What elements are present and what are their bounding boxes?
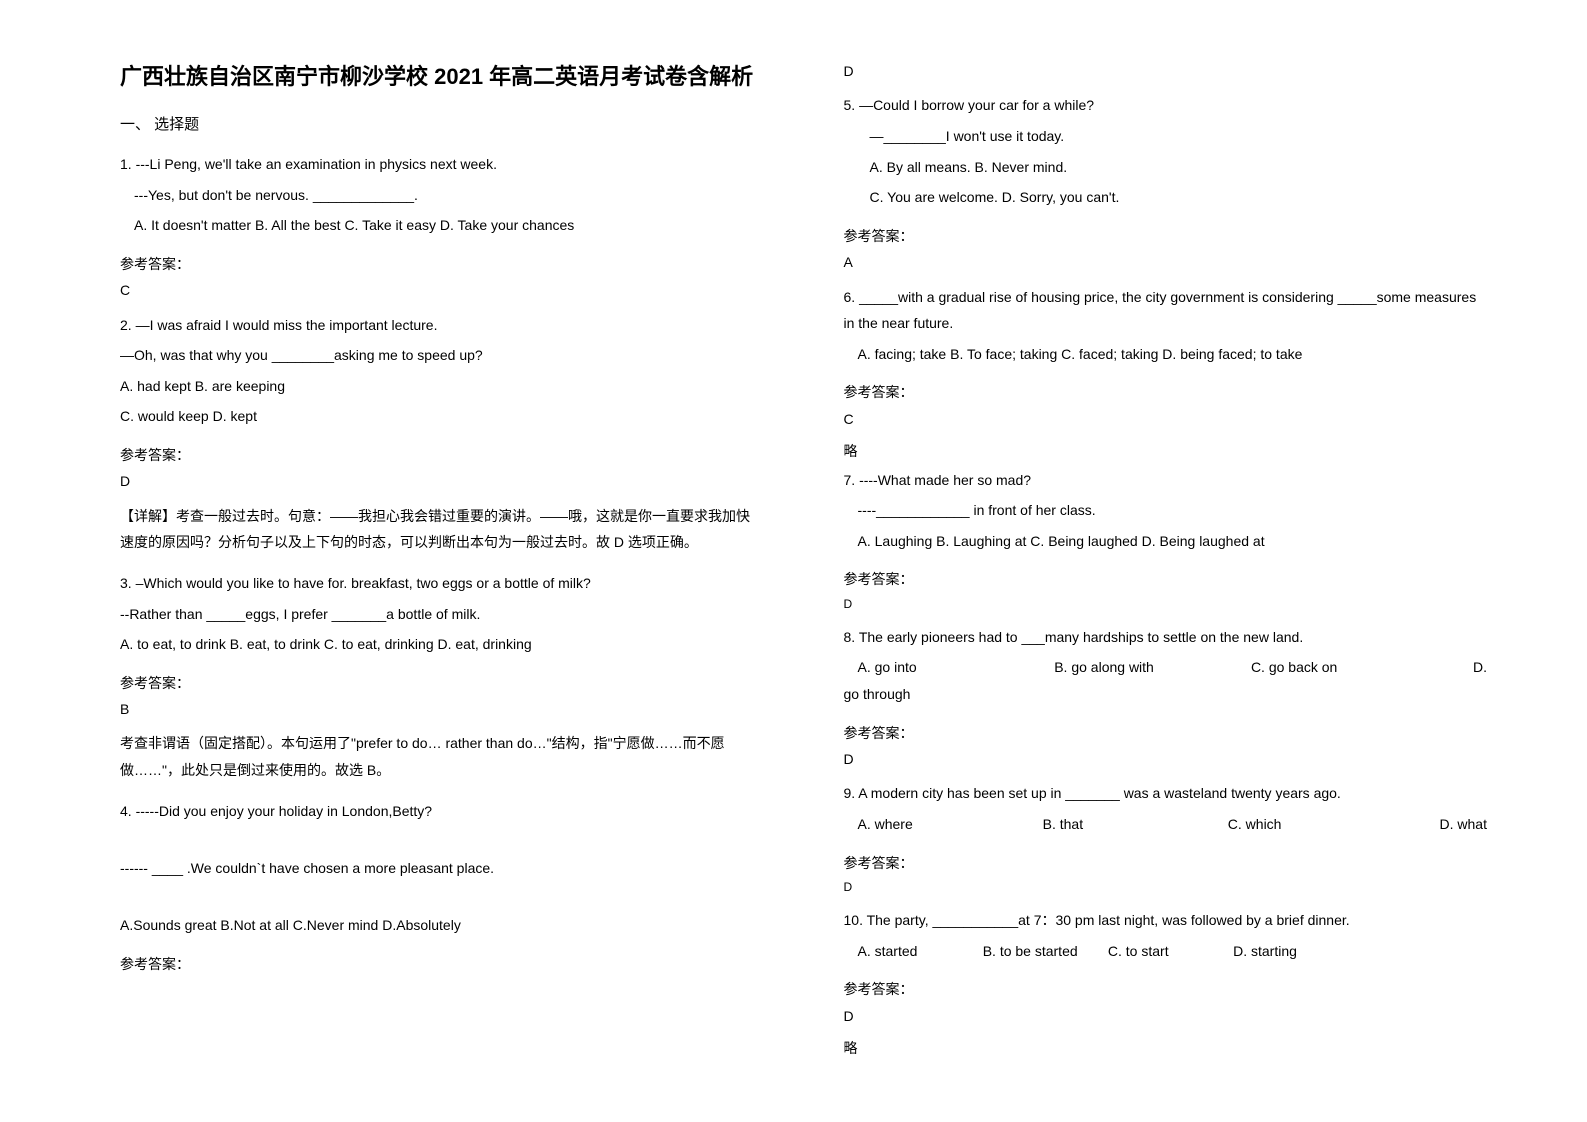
q9-opt-a: A. where	[858, 811, 1043, 838]
question-3: 3. –Which would you like to have for. br…	[120, 570, 764, 658]
q2-answer: D	[120, 470, 764, 492]
q7-line1: 7. ----What made her so mad?	[844, 467, 1488, 494]
q5-line1: 5. —Could I borrow your car for a while?	[844, 92, 1488, 119]
q8-opt-d: D.	[1448, 654, 1487, 681]
exam-page: 广西壮族自治区南宁市柳沙学校 2021 年高二英语月考试卷含解析 一、 选择题 …	[0, 0, 1587, 1122]
q1-options: A. It doesn't matter B. All the best C. …	[120, 212, 764, 239]
question-9: 9. A modern city has been set up in ____…	[844, 780, 1488, 837]
page-title: 广西壮族自治区南宁市柳沙学校 2021 年高二英语月考试卷含解析	[120, 60, 764, 93]
q9-opt-c: C. which	[1228, 811, 1413, 838]
q4-line2: ------ ____ .We couldn`t have chosen a m…	[120, 855, 764, 882]
q1-line1: 1. ---Li Peng, we'll take an examination…	[120, 151, 764, 178]
q7-line2: ----____________ in front of her class.	[844, 497, 1488, 524]
q10-opt-c: C. to start	[1108, 938, 1233, 965]
q1-answer-label: 参考答案：	[120, 253, 764, 275]
q10-options: A. started B. to be started C. to start …	[844, 938, 1359, 965]
q4-line1: 4. -----Did you enjoy your holiday in Lo…	[120, 798, 764, 825]
q8-line3: go through	[844, 681, 1488, 708]
question-10: 10. The party, ___________at 7：30 pm las…	[844, 907, 1488, 964]
q3-line1: 3. –Which would you like to have for. br…	[120, 570, 764, 597]
q3-options: A. to eat, to drink B. eat, to drink C. …	[120, 631, 764, 658]
q2-answer-label: 参考答案：	[120, 444, 764, 466]
q9-answer: D	[844, 878, 1488, 897]
q8-answer: D	[844, 748, 1488, 770]
q2-explanation: 【详解】考查一般过去时。句意：——我担心我会错过重要的演讲。——哦，这就是你一直…	[120, 503, 764, 556]
q10-opt-a: A. started	[858, 938, 983, 965]
q1-line2: ---Yes, but don't be nervous. __________…	[120, 182, 764, 209]
q8-line1: 8. The early pioneers had to ___many har…	[844, 624, 1488, 651]
q5-options2: C. You are welcome. D. Sorry, you can't.	[844, 184, 1488, 211]
q9-opt-d: D. what	[1413, 811, 1487, 838]
q5-answer: A	[844, 251, 1488, 273]
question-4: 4. -----Did you enjoy your holiday in Lo…	[120, 798, 764, 939]
question-7: 7. ----What made her so mad? ----_______…	[844, 467, 1488, 555]
q5-answer-label: 参考答案：	[844, 225, 1488, 247]
q3-explanation: 考查非谓语（固定搭配）。本句运用了"prefer to do… rather t…	[120, 730, 764, 783]
q10-line1: 10. The party, ___________at 7：30 pm las…	[844, 907, 1488, 934]
q8-opt-c: C. go back on	[1251, 654, 1448, 681]
question-2: 2. —I was afraid I would miss the import…	[120, 312, 764, 430]
q3-answer: B	[120, 698, 764, 720]
q9-opt-b: B. that	[1043, 811, 1228, 838]
q8-opt-a: A. go into	[858, 654, 1055, 681]
question-1: 1. ---Li Peng, we'll take an examination…	[120, 151, 764, 239]
q6-options: A. facing; take B. To face; taking C. fa…	[844, 341, 1488, 368]
q7-answer: D	[844, 595, 1488, 614]
q3-line2: --Rather than _____eggs, I prefer ______…	[120, 601, 764, 628]
q3-answer-label: 参考答案：	[120, 672, 764, 694]
question-6: 6. _____with a gradual rise of housing p…	[844, 284, 1488, 368]
left-column: 广西壮族自治区南宁市柳沙学校 2021 年高二英语月考试卷含解析 一、 选择题 …	[100, 60, 804, 1082]
q4-answer-label-left: 参考答案：	[120, 953, 764, 975]
q4-answer: D	[844, 60, 1488, 82]
q10-note: 略	[844, 1037, 1488, 1059]
q2-options2: C. would keep D. kept	[120, 403, 764, 430]
q8-answer-label: 参考答案：	[844, 722, 1488, 744]
q4-options: A.Sounds great B.Not at all C.Never mind…	[120, 912, 764, 939]
q6-answer-label: 参考答案：	[844, 381, 1488, 403]
q2-options1: A. had kept B. are keeping	[120, 373, 764, 400]
q5-line2: —________I won't use it today.	[844, 123, 1488, 150]
right-column: D 5. —Could I borrow your car for a whil…	[804, 60, 1508, 1082]
q6-note: 略	[844, 440, 1488, 462]
q6-answer: C	[844, 408, 1488, 430]
q1-answer: C	[120, 279, 764, 301]
q10-answer: D	[844, 1005, 1488, 1027]
question-5: 5. —Could I borrow your car for a while?…	[844, 92, 1488, 210]
q6-line1: 6. _____with a gradual rise of housing p…	[844, 284, 1488, 337]
q8-opt-b: B. go along with	[1054, 654, 1251, 681]
q2-line1: 2. —I was afraid I would miss the import…	[120, 312, 764, 339]
q7-answer-label: 参考答案：	[844, 568, 1488, 590]
q8-options: A. go into B. go along with C. go back o…	[844, 654, 1488, 681]
q9-answer-label: 参考答案：	[844, 852, 1488, 874]
q10-opt-d: D. starting	[1233, 938, 1358, 965]
q5-options1: A. By all means. B. Never mind.	[844, 154, 1488, 181]
question-8: 8. The early pioneers had to ___many har…	[844, 624, 1488, 708]
q7-options: A. Laughing B. Laughing at C. Being laug…	[844, 528, 1488, 555]
q10-answer-label: 参考答案：	[844, 978, 1488, 1000]
q9-options: A. where B. that C. which D. what	[844, 811, 1488, 838]
q2-line2: —Oh, was that why you ________asking me …	[120, 342, 764, 369]
section-heading: 一、 选择题	[120, 113, 764, 137]
q9-line1: 9. A modern city has been set up in ____…	[844, 780, 1488, 807]
q10-opt-b: B. to be started	[983, 938, 1108, 965]
